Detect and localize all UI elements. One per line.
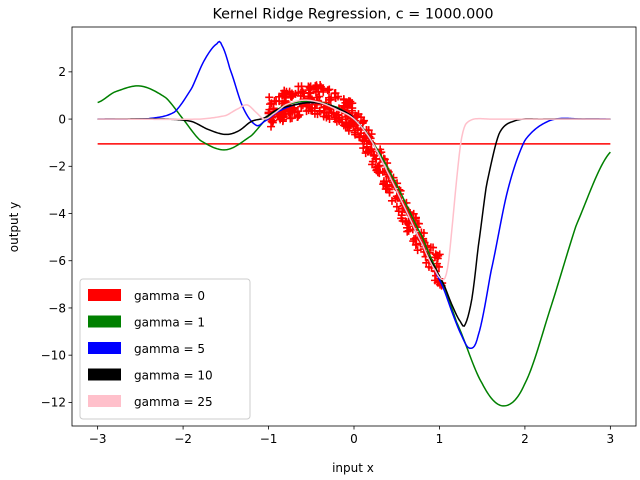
scatter-point [373,165,382,174]
scatter-point [329,109,338,118]
x-tick-label: −1 [260,432,278,446]
scatter-point [325,114,334,123]
scatter-point [431,250,440,259]
scatter-point [368,160,377,169]
scatter-point [403,227,412,236]
scatter-point [319,103,328,112]
legend-label: gamma = 5 [134,342,205,356]
axes-layer: −3 −2 −1 0 1 2 320−2−4−6−8−10−12 [41,26,637,446]
scatter-point [286,114,295,123]
scatter-point [350,128,359,137]
scatter-point [325,85,334,94]
scatter-point [309,85,318,94]
y-tick-label: −10 [41,348,66,362]
x-tick-label: 3 [607,432,615,446]
x-tick-label: 2 [521,432,529,446]
y-tick-label: −2 [48,160,66,174]
scatter-point [364,126,373,135]
scatter-point [339,95,348,104]
scatter-point [282,87,291,96]
scatter-point [331,93,340,102]
scatter-point [413,246,422,255]
scatter-point [297,82,306,91]
x-tick-label: −2 [174,432,192,446]
scatter-point [289,91,298,100]
scatter-point [298,87,307,96]
y-tick-label: 0 [58,112,66,126]
scatter-point [313,110,322,119]
y-axis-label: output y [7,202,21,253]
scatter-point [411,234,420,243]
scatter-point [363,147,372,156]
scatter-point [334,111,343,120]
legend-swatch [88,395,121,407]
legend-label: gamma = 25 [134,395,213,409]
legend-swatch [88,368,121,381]
series-layer [97,40,611,407]
legend-swatch [88,315,121,328]
scatter-point [276,115,285,124]
scatter-point [345,98,354,107]
scatter-point [359,117,368,126]
scatter-point [348,104,357,113]
y-tick-label: −8 [48,301,66,315]
scatter-point [392,202,401,211]
legend-label: gamma = 0 [134,289,205,303]
y-tick-label: −6 [48,254,66,268]
scatter-point [265,105,274,114]
scatter-point [275,92,284,101]
scatter-point [375,169,384,178]
scatter-point [270,96,279,105]
scatter-point [339,121,348,130]
legend-box [79,278,251,420]
scatter-point [288,106,297,115]
scatter-point [269,116,278,125]
scatter-point [359,144,368,153]
legend-label: gamma = 1 [134,316,205,330]
scatter-point [385,188,394,197]
scatter-point [353,124,362,133]
x-axis-label: input x [332,461,374,475]
scatter-point [344,126,353,135]
scatter-point [355,133,364,142]
scatter-point [267,122,276,131]
series-line-4 [97,99,611,281]
scatter-point [308,106,317,115]
scatter-point [326,95,335,104]
legend: gamma = 0 gamma = 1 gamma = 5 gamma = 10 gam… [79,278,251,420]
x-tick-label: −3 [89,432,107,446]
scatter-point [304,82,313,91]
scatter-point [280,97,289,106]
scatter-point [315,92,324,101]
legend-swatch [88,289,121,301]
scatter-point [319,84,328,93]
scatter-point [265,93,274,102]
y-tick-label: 2 [58,65,66,79]
x-tick-label: 0 [350,432,358,446]
y-tick-label: −4 [48,207,66,221]
y-tick-label: −12 [41,396,66,410]
scatter-point [305,83,314,92]
legend-swatch [88,342,121,354]
scatter-point [379,179,388,188]
chart-title: Kernel Ridge Regression, c = 1000.000 [212,7,493,23]
x-tick-label: 1 [436,432,444,446]
scatter-point [354,110,363,119]
scatter-point [359,131,368,140]
legend-label: gamma = 10 [134,369,213,383]
scatter-point [424,262,433,271]
scatter-point [387,196,396,205]
scatter-point [344,119,353,128]
